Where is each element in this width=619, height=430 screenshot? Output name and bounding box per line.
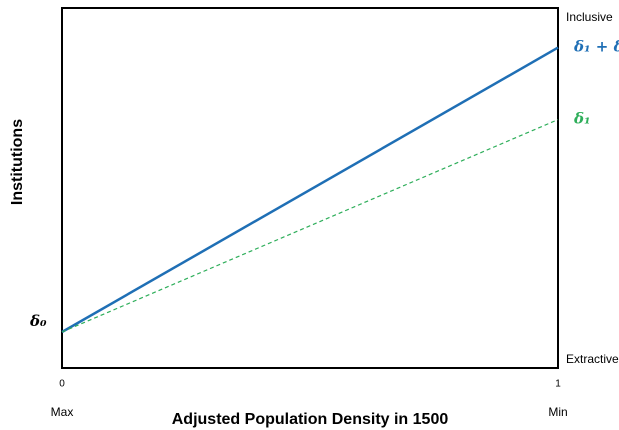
- x-tick-label: 1: [555, 379, 561, 390]
- plot-frame: [61, 7, 559, 369]
- x-tick-label: 0: [59, 379, 65, 390]
- x-end-label: Min: [548, 405, 567, 419]
- y-tick-label: Inclusive: [566, 10, 613, 24]
- series-line: [61, 119, 559, 333]
- series-line: [61, 46, 559, 334]
- x-axis-title: Adjusted Population Density in 1500: [172, 411, 449, 428]
- series-label: δ₁: [573, 110, 591, 128]
- y-tick-label: Extractive: [566, 352, 619, 366]
- intercept-annotation: δ₀: [29, 312, 47, 330]
- series-label: δ₁ + δ₂: [573, 38, 619, 56]
- x-end-label: Max: [51, 405, 74, 419]
- y-axis-title: Institutions: [9, 119, 26, 205]
